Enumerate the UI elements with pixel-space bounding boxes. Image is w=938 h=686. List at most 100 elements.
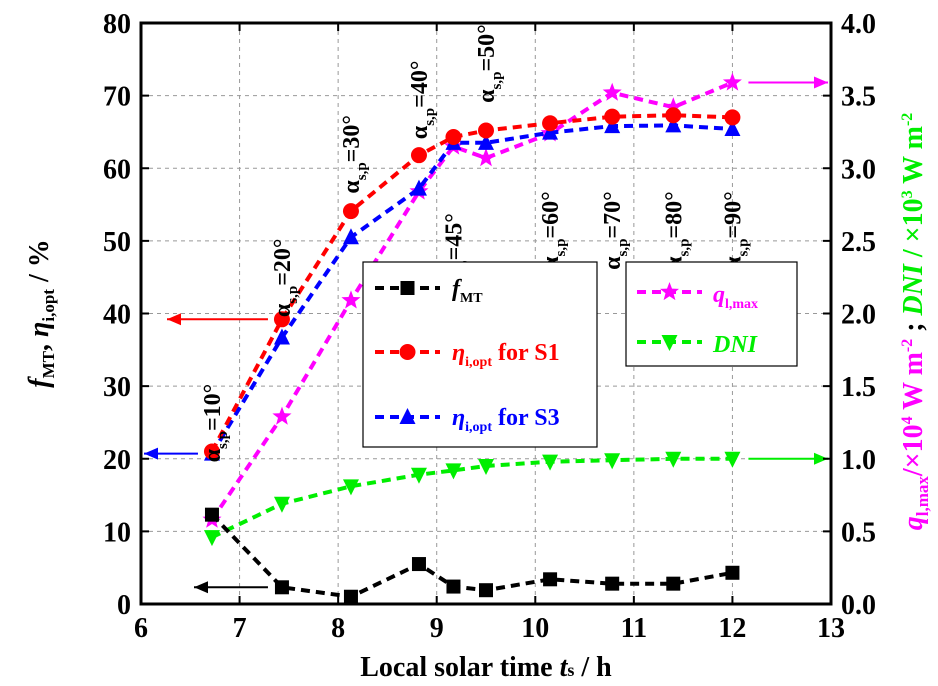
y-right-q-sub: l,max — [913, 476, 932, 517]
point-s3 — [342, 228, 359, 245]
point-s1 — [273, 311, 290, 328]
legend-s3-sub: i,opt — [465, 420, 492, 435]
legend-box-left: fMT ηi,opt for S1 ηi,opt for S3 — [362, 261, 598, 448]
legend-q-sub: l,max — [725, 297, 758, 312]
x-tick-label: 13 — [817, 613, 845, 644]
point-s3 — [273, 328, 290, 345]
series-line-s1 — [210, 113, 733, 453]
legend-label-dni: DNI — [712, 332, 759, 358]
y-left-unit: / % — [24, 239, 55, 289]
axis-arrow — [194, 581, 268, 594]
point-fmt — [725, 565, 740, 580]
y-right-tick-label: 3.5 — [841, 82, 876, 113]
alpha-subscript: s,p — [215, 431, 231, 449]
legend-s1-suffix: for S1 — [492, 340, 560, 366]
point-dni — [724, 451, 741, 468]
axis-arrow-head — [144, 447, 158, 460]
x-tick-label: 8 — [331, 613, 345, 644]
axis-arrow-head — [814, 76, 828, 89]
axis-arrow — [748, 76, 828, 89]
y-right-dni: DNI — [898, 263, 929, 316]
alpha-annotation: αs,p=80° — [661, 191, 692, 270]
point-fmt — [343, 589, 358, 604]
alpha-subscript: s,p — [354, 162, 370, 180]
point-dni — [604, 453, 621, 470]
point-dni — [542, 454, 559, 471]
alpha-value: =40° — [407, 61, 433, 108]
point-dni — [203, 530, 220, 547]
legend-item-s1 — [375, 344, 440, 360]
legend-item-s3 — [375, 408, 440, 424]
x-tick-label: 6 — [134, 613, 148, 644]
legend-label-fmt: fMT — [452, 276, 483, 306]
alpha-annotation: αs,p=50° — [474, 24, 505, 103]
y-left-tick-label: 20 — [103, 445, 131, 476]
x-title-sub: s — [567, 660, 574, 680]
legend-item-fmt — [375, 281, 440, 295]
axis-layer: 6 7 8 9 10 11 12 13 0 10 20 30 40 50 60 70 80 0.0 0.5 1.0 1.… — [103, 9, 876, 644]
point-s3 — [410, 179, 427, 196]
point-s3 — [542, 123, 559, 140]
alpha-annotation: αs,p=90° — [720, 191, 751, 270]
legend-marker-s1 — [399, 344, 416, 360]
point-fmt — [543, 572, 558, 587]
x-tick-label: 9 — [430, 613, 444, 644]
legend-marker-dni — [661, 335, 678, 351]
point-s3 — [665, 116, 682, 133]
alpha-subscript: s,p — [489, 72, 505, 90]
point-fmt — [605, 576, 620, 591]
axis-arrow — [748, 452, 828, 465]
axis-arrow-head — [167, 313, 181, 326]
point-q — [476, 148, 496, 167]
point-q — [341, 290, 361, 309]
y-left-eta-sub: i,opt — [39, 289, 58, 322]
axis-arrow — [167, 313, 268, 326]
legend-s3-main: η — [452, 405, 465, 431]
y-left-tick-label: 0 — [117, 590, 131, 621]
alpha-value: =20° — [270, 239, 296, 286]
alpha-symbol: α — [474, 89, 500, 103]
axis-arrow — [144, 447, 198, 460]
alpha-annotation: αs,p=30° — [339, 115, 370, 194]
legend-marker-fmt — [400, 281, 415, 295]
legend-item-dni — [637, 335, 702, 351]
point-fmt — [666, 576, 681, 591]
alpha-symbol: α — [407, 125, 433, 139]
alpha-value: =10° — [200, 384, 226, 431]
legend-marker-q — [660, 282, 679, 301]
x-title-suffix: / h — [574, 652, 612, 683]
series-line-q — [210, 80, 734, 521]
point-s3 — [604, 117, 621, 134]
point-q — [272, 406, 292, 425]
legend-label-s3: ηi,opt for S3 — [452, 405, 560, 435]
x-tick-label: 11 — [621, 613, 647, 644]
arrow-layer — [144, 76, 828, 594]
legend-s1-main: η — [452, 340, 465, 366]
x-axis-title: Local solar time ts / h — [360, 652, 612, 683]
y-left-tick-label: 80 — [103, 9, 131, 40]
y-right-dni-unit: / ×10 — [898, 198, 929, 264]
y-right-q-exp: 4 — [899, 416, 916, 424]
series-s1 — [203, 107, 741, 460]
y-right-dni-exp2: -2 — [899, 113, 916, 126]
point-s3 — [724, 120, 741, 137]
y-right-q-unit2: W m — [898, 352, 929, 416]
y-right-axis-title: ql,max/×104 W m-2 ; DNI / ×103 W m-2 — [898, 113, 932, 531]
legend-fmt-main: f — [452, 276, 462, 302]
alpha-symbol: α — [339, 180, 365, 194]
alpha-symbol: α — [270, 303, 296, 317]
y-right-sep: ; — [898, 315, 929, 338]
y-right-q: q — [898, 516, 929, 530]
legend-s3-suffix: for S3 — [492, 405, 560, 431]
alpha-annotation: αs,p=10° — [200, 384, 231, 463]
alpha-annotation: αs,p=20° — [270, 239, 301, 318]
series-layer — [202, 72, 742, 604]
point-dni — [478, 459, 494, 476]
point-s1 — [342, 203, 359, 220]
y-right-tick-label: 2.5 — [841, 227, 876, 258]
y-right-tick-label: 0.0 — [841, 590, 876, 621]
y-left-axis-title: fMT, ηi,opt / % — [24, 239, 58, 387]
y-left-eta: η — [24, 322, 55, 337]
y-right-tick-label: 0.5 — [841, 517, 876, 548]
